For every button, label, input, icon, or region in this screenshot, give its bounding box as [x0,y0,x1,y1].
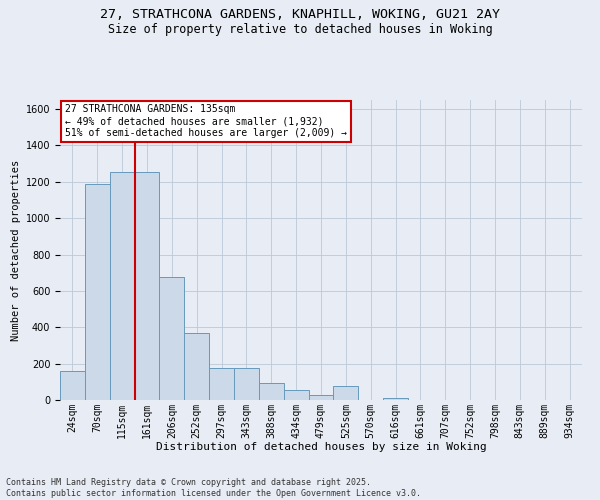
Bar [308,396,334,400]
Bar [284,390,308,400]
Bar [134,172,160,400]
Text: Size of property relative to detached houses in Woking: Size of property relative to detached ho… [107,22,493,36]
Bar [160,278,184,400]
Text: Distribution of detached houses by size in Woking: Distribution of detached houses by size … [155,442,487,452]
Bar [60,371,85,400]
Bar [383,398,408,400]
Bar [259,382,284,400]
Y-axis label: Number of detached properties: Number of detached properties [11,160,22,340]
Bar [334,386,358,400]
Text: Contains HM Land Registry data © Crown copyright and database right 2025.
Contai: Contains HM Land Registry data © Crown c… [6,478,421,498]
Bar [85,184,110,400]
Text: 27, STRATHCONA GARDENS, KNAPHILL, WOKING, GU21 2AY: 27, STRATHCONA GARDENS, KNAPHILL, WOKING… [100,8,500,20]
Bar [184,332,209,400]
Bar [209,368,234,400]
Bar [234,368,259,400]
Bar [110,172,134,400]
Text: 27 STRATHCONA GARDENS: 135sqm
← 49% of detached houses are smaller (1,932)
51% o: 27 STRATHCONA GARDENS: 135sqm ← 49% of d… [65,104,347,138]
